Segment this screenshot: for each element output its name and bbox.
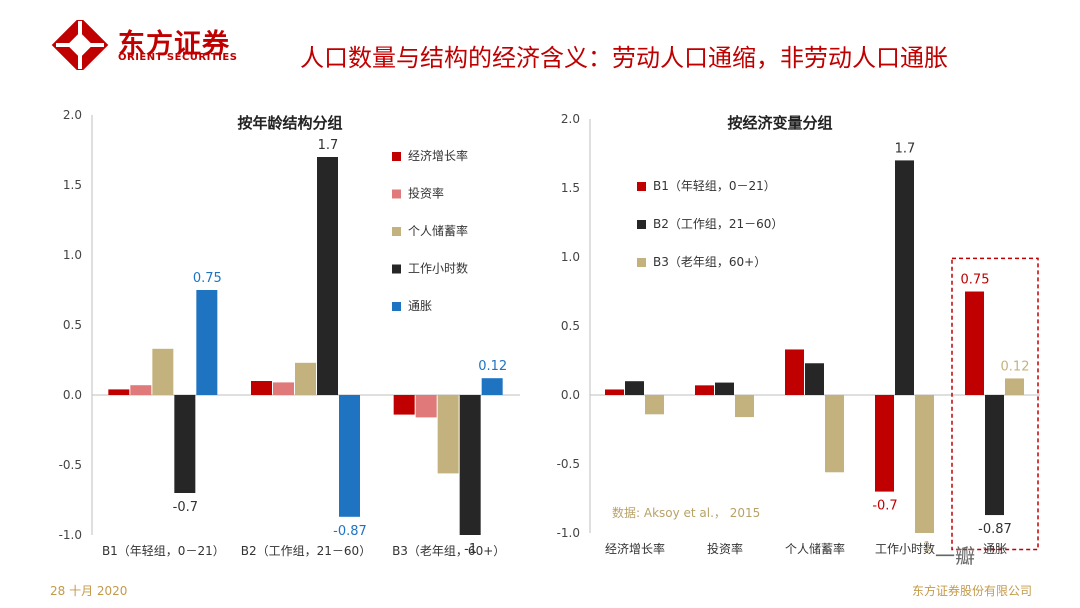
slide-title: 人口数量与结构的经济含义：劳动人口通缩，非劳动人口通胀 [300,44,948,72]
data-label: 0.12 [478,359,507,374]
legend-label: 投资率 [408,186,444,201]
logo-name-en: ORIENT SECURITIES [118,52,238,63]
y-tick-label: -0.5 [557,457,580,471]
bar [481,378,503,395]
bar [605,389,624,395]
company-logo [51,20,109,70]
bar [196,290,218,395]
x-category-label: B3（老年组，60+） [392,544,505,558]
data-label: 0.75 [961,273,990,288]
highlight-box [951,257,1039,551]
bar [965,291,984,395]
legend-label: 通胀 [408,299,432,313]
data-label: 1.7 [895,141,916,156]
y-tick-label: 0.5 [561,319,580,333]
legend-label: B3（老年组，60+） [653,255,766,269]
bar [108,389,130,395]
y-tick-label: 0.5 [63,318,82,332]
bar [985,395,1004,516]
data-label: -1 [919,540,932,555]
bar [317,157,338,395]
legend-swatch [637,258,646,267]
bar [393,395,415,415]
bar [915,395,934,533]
y-tick-label: 2.0 [63,108,82,122]
data-label: -0.7 [872,499,897,514]
chart-by-age-group: 按年龄结构分组 2.0 1.5 1.0 0.5 0.0 -0.5 -1.0 B1（年轻组，0－2… [59,108,520,558]
data-label: 0.12 [1001,359,1030,374]
x-category-label: B2（工作组，21－60） [241,544,371,558]
legend-swatch [392,152,401,161]
data-label: 1.7 [318,138,339,153]
x-category-label: 投资率 [707,541,743,556]
bar [735,395,754,418]
bar [273,382,294,395]
data-label: -0.87 [978,522,1012,537]
y-tick-label: 1.0 [63,248,82,262]
data-label: -0.87 [333,524,367,539]
bar [695,385,714,395]
legend-swatch [392,189,401,199]
bar [1005,378,1024,395]
x-category-label: B1（年轻组，0－21） [102,544,225,558]
chart-by-economic-variable: 按经济变量分组 2.0 1.5 1.0 0.5 0.0 -0.5 -1.0 经济增长率 投资率 个人… [557,112,1040,556]
bar [295,362,316,395]
footer-date: 28 十月 2020 [50,584,128,598]
bar [459,395,481,535]
bar [130,385,152,395]
legend-label: 工作小时数 [408,261,468,276]
bar [895,160,914,395]
y-tick-label: 1.5 [561,181,580,195]
bar [645,395,664,415]
legend-label: B2（工作组，21－60） [653,217,783,231]
bar [625,381,644,395]
bar [785,349,804,395]
y-tick-label: -1.0 [557,526,580,540]
logo-diamond-icon [51,20,109,70]
legend-label: 个人储蓄率 [408,223,468,238]
data-label: 0.75 [193,271,222,286]
y-tick-label: 1.5 [63,178,82,192]
data-label: -0.7 [173,500,198,515]
bar [152,348,174,395]
footer-company: 东方证券股份有限公司 [911,584,1032,598]
chart-title: 按经济变量分组 [727,114,832,132]
bar [715,382,734,395]
legend-swatch [392,264,401,274]
watermark-text: 一瓣 [935,544,975,568]
y-tick-label: 2.0 [561,112,580,126]
bar [825,395,844,473]
legend-swatch [392,227,401,236]
x-category-label: 个人储蓄率 [785,541,845,556]
x-category-label: 经济增长率 [605,541,665,556]
y-tick-label: 0.0 [561,388,580,402]
source-note: 数据: Aksoy et al.， 2015 [612,505,760,520]
legend-label: B1（年轻组，0－21） [653,179,776,193]
logo-name-cn: 东方证券 [118,29,230,60]
data-label: -1 [464,542,477,557]
bar [174,395,196,493]
bar [875,395,894,492]
y-tick-label: 0.0 [63,388,82,402]
bar [805,363,824,395]
legend-label: 经济增长率 [408,148,468,163]
bar [251,381,272,395]
legend-swatch [637,182,646,191]
y-tick-label: -1.0 [59,528,82,542]
y-tick-label: 1.0 [561,250,580,264]
legend-swatch [637,220,646,229]
legend-swatch [392,302,401,311]
bar [339,395,360,517]
bar [415,395,437,418]
x-category-label: 工作小时数 [875,541,935,556]
bar [437,395,459,474]
y-tick-label: -0.5 [59,458,82,472]
chart-title: 按年龄结构分组 [237,114,342,132]
